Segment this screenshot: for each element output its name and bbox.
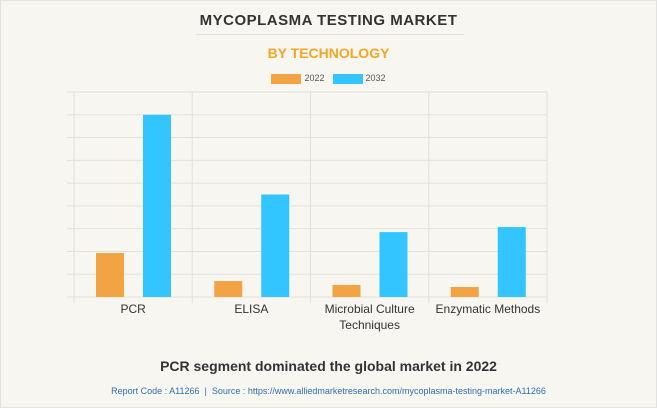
chart-headline: PCR segment dominated the global market … [160, 358, 497, 374]
bar-2022-enzymatic-methods [450, 286, 479, 297]
x-tick-label: Enzymatic Methods [436, 302, 541, 316]
chart-title: MYCOPLASMA TESTING MARKET [199, 12, 458, 29]
x-tick-label: Techniques [339, 318, 400, 332]
x-tick-label: Microbial Culture [325, 302, 415, 316]
legend-item-2022[interactable]: 2022 [271, 73, 325, 84]
x-tick-label: ELISA [234, 302, 268, 316]
bar-2032-pcr [143, 114, 171, 298]
bar-2032-elisa [261, 194, 290, 297]
legend-item-2032[interactable]: 2032 [332, 73, 386, 84]
bar-2022-microbial-culture-techniques [332, 284, 361, 297]
source-line: Report Code : A11266 | Source : https://… [111, 386, 546, 396]
legend-swatch-2022 [271, 73, 302, 84]
bar-2032-microbial-culture-techniques [379, 232, 408, 297]
bar-2032-enzymatic-methods [497, 227, 526, 297]
chart-subtitle: BY TECHNOLOGY [267, 45, 390, 61]
bar-2022-pcr [96, 253, 124, 297]
title-divider [196, 34, 464, 35]
bar-2022-elisa [214, 281, 243, 297]
plot-area: PCR ELISA Microbial Culture Techniques Enzym… [67, 91, 548, 332]
x-tick-label: PCR [120, 302, 146, 316]
legend-swatch-2032 [332, 73, 363, 84]
legend: 2022 2032 [1, 73, 656, 84]
